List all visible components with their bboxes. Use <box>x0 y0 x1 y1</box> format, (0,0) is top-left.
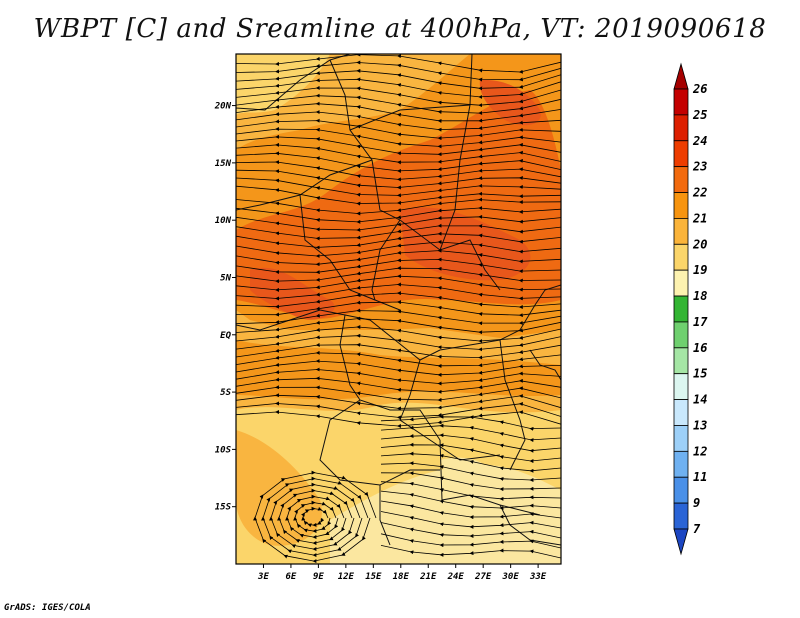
grads-credit: GrADS: IGES/COLA <box>4 603 91 613</box>
colorbar-label: 13 <box>693 418 707 432</box>
x-tick-label: 21E <box>419 572 437 582</box>
colorbar-label: 19 <box>693 263 707 277</box>
y-tick-label: 15N <box>215 159 232 169</box>
colorbar-box <box>673 321 689 349</box>
colorbar-box <box>673 243 689 271</box>
x-tick-label: 33E <box>529 572 547 582</box>
chart-title: WBPT [C] and Sreamline at 400hPa, VT: 20… <box>33 14 767 44</box>
colorbar-label: 11 <box>693 470 707 484</box>
y-tick-label: 5N <box>220 273 231 283</box>
streamline <box>236 410 561 428</box>
colorbar-box <box>673 269 689 297</box>
colorbar-label: 24 <box>692 134 707 148</box>
colorbar-label: 12 <box>693 444 707 458</box>
colorbar-label: 26 <box>692 82 707 96</box>
colorbar-bottom-arrow <box>673 528 689 556</box>
x-tick-label: 12E <box>338 572 355 582</box>
colorbar-label: 7 <box>693 522 701 536</box>
colorbar: 26 25 24 23 22 21 20 19 18 17 16 15 14 13 12 11 9 7 <box>673 62 708 556</box>
colorbar-box <box>673 373 689 400</box>
y-tick-label: EQ <box>220 331 231 341</box>
streamlines <box>236 54 561 564</box>
streamline <box>380 545 561 559</box>
colorbar-label: 23 <box>692 160 707 174</box>
colorbar-label: 9 <box>693 496 700 510</box>
colorbar-label: 20 <box>692 237 707 251</box>
map-frame <box>235 53 562 565</box>
colorbar-label: 21 <box>692 211 707 225</box>
y-tick-label: 20N <box>214 102 232 112</box>
y-tick-label: 5S <box>220 388 231 398</box>
colorbar-box <box>673 450 689 478</box>
y-tick-label: 15S <box>215 503 232 513</box>
colorbar-box <box>673 502 689 530</box>
colorbar-box <box>673 347 689 375</box>
y-tick-label: 10N <box>215 216 232 226</box>
colorbar-label: 16 <box>693 341 707 355</box>
x-tick-label: 27E <box>474 572 492 582</box>
colorbar-box <box>673 399 689 426</box>
colorbar-label: 17 <box>693 315 708 329</box>
colorbar-label: 22 <box>692 186 707 200</box>
colorbar-label: 18 <box>693 289 707 303</box>
colorbar-label: 15 <box>693 367 707 381</box>
colorbar-box <box>673 425 689 452</box>
colorbar-box <box>673 140 689 168</box>
colorbar-top-arrow <box>673 62 689 90</box>
x-tick-label: 30E <box>502 572 520 582</box>
x-tick-label: 9E <box>313 572 324 582</box>
country-border <box>379 485 391 546</box>
colorbar-box <box>673 218 689 245</box>
colorbar-label: 14 <box>693 393 707 407</box>
x-tick-label: 3E <box>257 572 269 582</box>
colorbar-box <box>673 114 689 142</box>
x-tick-label: 18E <box>393 572 410 582</box>
longitude-axis: 3E 6E 9E 12E 15E 18E 21E 24E 27E 30E 33E <box>257 564 547 582</box>
streamline <box>380 522 561 539</box>
colorbar-box <box>673 166 689 193</box>
streamline-swirl <box>253 470 377 564</box>
x-tick-label: 24E <box>447 572 465 582</box>
streamline <box>380 511 561 529</box>
x-tick-label: 6E <box>286 572 297 582</box>
colorbar-box <box>673 295 689 323</box>
latitude-axis: 20N 15N 10N 5N EQ 5S 10S 15S <box>214 102 236 513</box>
colorbar-box <box>673 88 689 116</box>
x-tick-label: 15E <box>365 572 382 582</box>
colorbar-box <box>673 476 689 504</box>
colorbar-label: 25 <box>692 108 707 122</box>
colorbar-box <box>673 192 689 219</box>
y-tick-label: 10S <box>215 445 232 455</box>
map-panel <box>236 54 561 564</box>
streamline <box>380 533 561 549</box>
